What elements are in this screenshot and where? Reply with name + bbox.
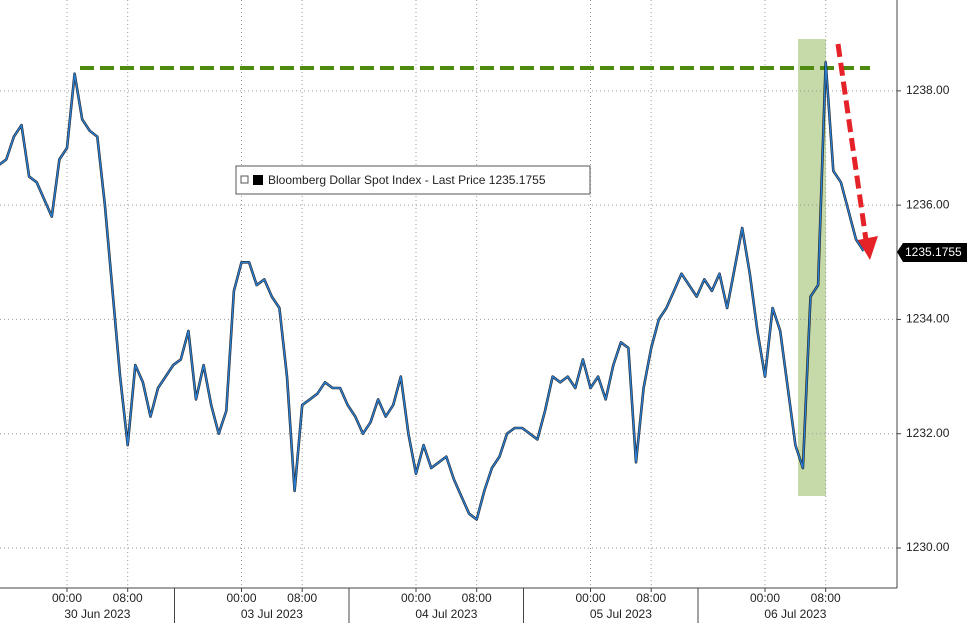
highlight-band — [798, 39, 826, 496]
x-date-label: 03 Jul 2023 — [241, 607, 303, 621]
legend-toggle — [240, 175, 249, 184]
legend: Bloomberg Dollar Spot Index - Last Price… — [235, 165, 591, 195]
last-price-tag: 1235.1755 — [897, 243, 967, 262]
x-date-label: 30 Jun 2023 — [64, 607, 130, 621]
x-date-label: 04 Jul 2023 — [415, 607, 477, 621]
legend-swatch — [253, 175, 263, 185]
legend-label: Bloomberg Dollar Spot Index - Last Price… — [268, 173, 546, 187]
x-tick-label: 08:00 — [462, 591, 492, 605]
x-tick-label: 08:00 — [811, 591, 841, 605]
last-price-label: 1235.1755 — [905, 245, 962, 259]
x-date-label: 06 Jul 2023 — [764, 607, 826, 621]
grid — [0, 0, 897, 588]
legend-box — [235, 165, 591, 195]
series-line-shadow — [0, 61, 865, 521]
y-tick-label: 1238.00 — [906, 83, 950, 97]
last-price-box — [897, 243, 967, 262]
arrow — [835, 43, 869, 241]
y-tick-label: 1230.00 — [906, 540, 950, 554]
series-line — [0, 61, 865, 521]
x-tick-label: 00:00 — [750, 591, 780, 605]
x-tick-label: 08:00 — [113, 591, 143, 605]
x-tick-label: 00:00 — [52, 591, 82, 605]
x-tick-label: 00:00 — [575, 591, 605, 605]
y-tick-label: 1234.00 — [906, 312, 950, 326]
x-tick-label: 00:00 — [226, 591, 256, 605]
arrow-head — [858, 236, 878, 260]
x-tick-label: 00:00 — [401, 591, 431, 605]
x-tick-label: 08:00 — [636, 591, 666, 605]
x-date-label: 05 Jul 2023 — [590, 607, 652, 621]
y-tick-label: 1236.00 — [906, 197, 950, 211]
plot-area — [0, 61, 870, 521]
y-tick-label: 1232.00 — [906, 426, 950, 440]
x-tick-label: 08:00 — [287, 591, 317, 605]
